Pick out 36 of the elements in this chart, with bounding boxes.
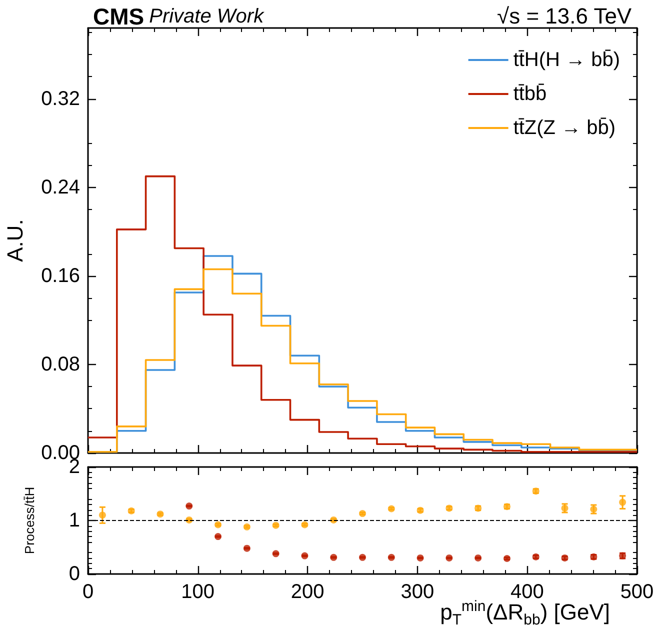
x-tick-label: 0 [82,581,94,603]
y-axis-title: Process/tt̄H [22,486,37,554]
x-tick-label: 100 [181,581,214,603]
point [359,554,366,561]
point [272,550,280,558]
chart-title: CMS [93,4,144,30]
point [186,502,193,510]
point [359,510,366,518]
point [243,544,250,552]
legend-label: tt̄Z(Z → bb̄) [513,116,616,139]
text: √s = 13.6 TeV [497,4,632,28]
chart-subtitle: Private Work [149,6,265,28]
point [301,552,308,560]
y-tick-label: 0 [68,563,80,585]
y-tick-label: 0.24 [41,176,80,198]
x-tick-label: 500 [620,581,654,603]
x-tick-label: 300 [400,581,434,603]
y-tick-label: 0.32 [41,88,80,110]
y-tick-label: 0.08 [41,353,80,376]
point [98,512,106,519]
point [214,533,222,540]
point [474,554,482,562]
x-tick-label: 200 [290,581,324,603]
y-tick-label: 0.16 [41,264,80,287]
point [388,554,395,561]
point [330,554,338,561]
y-tick-label: 1 [68,510,80,532]
point [156,510,164,518]
legend-label: tt̄H(H → bb̄) [513,48,620,71]
point [243,523,250,530]
point [503,554,510,562]
y-axis-title: A.U. [2,219,28,262]
point [446,554,453,562]
point [416,554,424,562]
point [619,498,626,506]
legend-label: tt̄bb̄ [513,82,547,105]
